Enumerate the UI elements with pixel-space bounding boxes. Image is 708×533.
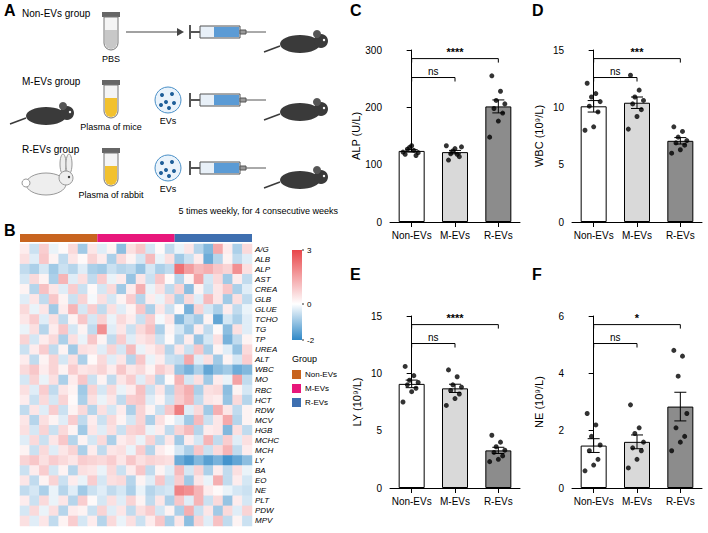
svg-text:WBC (10⁹/L): WBC (10⁹/L) [533, 105, 545, 167]
svg-text:Non-EVs: Non-EVs [305, 370, 337, 379]
svg-text:C: C [350, 2, 362, 19]
svg-text:EVs: EVs [160, 184, 177, 194]
svg-text:10: 10 [371, 368, 383, 379]
svg-text:R-EVs: R-EVs [305, 398, 328, 407]
svg-text:MO: MO [255, 375, 268, 384]
svg-text:5: 5 [376, 425, 382, 436]
svg-text:A: A [4, 2, 16, 19]
svg-text:0: 0 [376, 483, 382, 494]
svg-text:M-EVs: M-EVs [622, 496, 652, 507]
svg-text:****: **** [446, 46, 464, 58]
svg-text:300: 300 [365, 45, 382, 56]
svg-text:TP: TP [255, 335, 266, 344]
svg-text:0: 0 [376, 217, 382, 228]
svg-text:WBC: WBC [255, 365, 274, 374]
svg-text:R-EVs: R-EVs [484, 230, 513, 241]
svg-text:ns: ns [428, 332, 439, 343]
svg-text:F: F [532, 266, 542, 283]
svg-text:ALT: ALT [254, 355, 270, 364]
svg-text:10: 10 [553, 102, 565, 113]
svg-text:Non-EVs: Non-EVs [574, 230, 614, 241]
svg-text:15: 15 [553, 45, 565, 56]
svg-text:EVs: EVs [160, 116, 177, 126]
svg-text:ns: ns [610, 332, 621, 343]
svg-text:R-EVs: R-EVs [484, 496, 513, 507]
svg-text:A/G: A/G [254, 245, 269, 254]
svg-text:GLUE: GLUE [255, 305, 277, 314]
svg-text:D: D [532, 2, 544, 19]
svg-text:15: 15 [371, 311, 383, 322]
svg-text:HGB: HGB [255, 426, 273, 435]
svg-text:M-EVs: M-EVs [622, 230, 652, 241]
svg-text:TG: TG [255, 325, 266, 334]
svg-text:5: 5 [558, 159, 564, 170]
svg-text:B: B [4, 222, 16, 239]
svg-text:NE (10⁹/L): NE (10⁹/L) [533, 376, 545, 428]
svg-text:3: 3 [307, 246, 312, 255]
svg-text:0: 0 [558, 217, 564, 228]
svg-text:AST: AST [254, 275, 272, 284]
svg-text:****: **** [446, 312, 464, 324]
svg-text:MCV: MCV [255, 416, 273, 425]
svg-text:Non-EVs: Non-EVs [574, 496, 614, 507]
svg-text:Group: Group [292, 354, 317, 364]
svg-text:***: *** [631, 46, 645, 58]
svg-text:200: 200 [365, 102, 382, 113]
svg-text:ALP (U/L): ALP (U/L) [350, 112, 362, 160]
svg-text:ALB: ALB [254, 255, 271, 264]
svg-text:R-EVs group: R-EVs group [22, 144, 80, 155]
svg-text:Non-EVs: Non-EVs [392, 230, 432, 241]
svg-text:-2: -2 [307, 336, 315, 345]
svg-text:TCHO: TCHO [255, 315, 278, 324]
svg-text:*: * [635, 312, 640, 324]
svg-text:0: 0 [307, 300, 312, 309]
svg-text:PBS: PBS [102, 54, 120, 64]
svg-text:Plasma of rabbit: Plasma of rabbit [78, 190, 144, 200]
svg-text:M-EVs: M-EVs [440, 496, 470, 507]
svg-text:MCHC: MCHC [255, 436, 279, 445]
svg-text:EO: EO [255, 476, 267, 485]
svg-text:Plasma of mice: Plasma of mice [80, 122, 142, 132]
svg-text:RBC: RBC [255, 386, 272, 395]
svg-text:M-EVs: M-EVs [440, 230, 470, 241]
svg-text:LY (10⁹/L): LY (10⁹/L) [351, 378, 363, 427]
svg-text:5 times weekly, for 4 consecut: 5 times weekly, for 4 consecutive weeks [179, 206, 339, 216]
svg-text:Non-EVs group: Non-EVs group [22, 8, 91, 19]
svg-text:PDW: PDW [255, 506, 275, 515]
svg-text:MCH: MCH [255, 446, 273, 455]
svg-text:ns: ns [610, 66, 621, 77]
svg-text:PLT: PLT [255, 496, 270, 505]
svg-text:4: 4 [558, 368, 564, 379]
svg-text:BA: BA [255, 466, 266, 475]
svg-text:RDW: RDW [255, 406, 276, 415]
svg-text:Non-EVs: Non-EVs [392, 496, 432, 507]
svg-text:2: 2 [558, 425, 564, 436]
svg-text:CREA: CREA [255, 285, 277, 294]
svg-text:M-EVs group: M-EVs group [22, 76, 81, 87]
svg-text:R-EVs: R-EVs [666, 496, 695, 507]
svg-text:100: 100 [365, 159, 382, 170]
svg-text:LY: LY [255, 456, 265, 465]
svg-text:ALP: ALP [254, 265, 271, 274]
svg-text:HCT: HCT [255, 396, 273, 405]
svg-text:MPV: MPV [255, 516, 273, 525]
svg-text:ns: ns [428, 66, 439, 77]
svg-text:E: E [350, 266, 361, 283]
svg-text:NE: NE [255, 486, 267, 495]
svg-text:GLB: GLB [255, 295, 272, 304]
svg-text:UREA: UREA [255, 345, 277, 354]
svg-text:R-EVs: R-EVs [666, 230, 695, 241]
svg-text:M-EVs: M-EVs [305, 384, 329, 393]
svg-text:6: 6 [558, 311, 564, 322]
svg-text:0: 0 [558, 483, 564, 494]
